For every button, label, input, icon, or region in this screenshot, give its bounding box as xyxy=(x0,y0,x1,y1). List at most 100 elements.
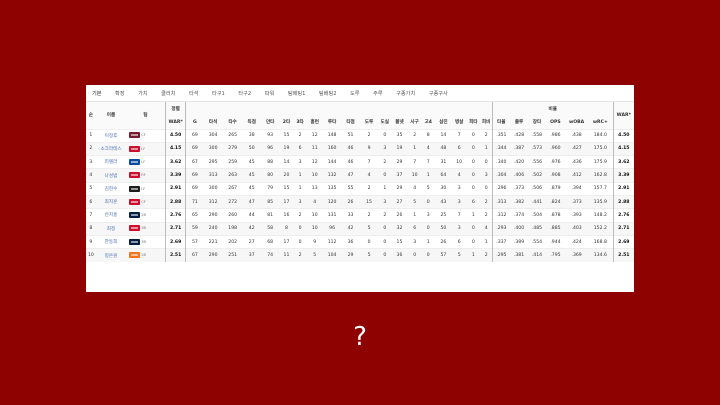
stat-cell: 38 xyxy=(242,128,261,143)
stat-cell: 0 xyxy=(466,141,481,156)
col-ratio-6[interactable]: wRC+ xyxy=(588,116,614,129)
col-stat-8[interactable]: 홈런 xyxy=(306,116,323,129)
col-stat-9[interactable]: 루타 xyxy=(322,116,342,129)
tab-8[interactable]: 파워 xyxy=(264,90,275,97)
col-war-end[interactable]: WAR* xyxy=(612,102,634,129)
stat-cell: 290 xyxy=(203,208,223,223)
col-stat-15[interactable]: 고4 xyxy=(421,116,435,129)
team-logo-icon xyxy=(129,145,141,152)
col-war[interactable]: WAR* xyxy=(164,116,187,129)
col-stat-10[interactable]: 타점 xyxy=(341,116,360,129)
col-ratio-3[interactable]: 장타 xyxy=(528,116,546,129)
col-ratio-2[interactable]: 출루 xyxy=(509,116,529,129)
col-stat-3[interactable]: 타수 xyxy=(222,116,243,129)
stat-cell: 2 xyxy=(378,208,392,223)
tab-11[interactable]: 도루 xyxy=(350,90,360,97)
player-name-link[interactable]: 최지훈 xyxy=(95,194,127,209)
col-stat-5[interactable]: 안타 xyxy=(260,116,280,129)
col-stat-1[interactable]: G xyxy=(185,116,204,129)
rank-cell: 10 xyxy=(86,248,96,262)
team-cell: 2B xyxy=(126,208,166,223)
table-row: 2 소크라테스 LF 4.15 69 300 279 50 96 19 6 11 160 46 9 3 19 1 4… xyxy=(86,141,634,156)
stat-cell: 59 xyxy=(185,221,204,236)
player-name-link[interactable]: 안치홍 xyxy=(95,208,127,223)
player-name-link[interactable]: 이정후 xyxy=(95,128,127,143)
player-name-link[interactable]: 최정 xyxy=(95,221,127,236)
rank-cell: 5 xyxy=(86,181,96,196)
stat-cell: 1 xyxy=(466,248,481,262)
col-stat-11[interactable]: 도루 xyxy=(359,116,379,129)
stat-cell: 57 xyxy=(185,234,204,249)
stat-cell: 6 xyxy=(293,141,307,156)
player-name-link[interactable]: 한동희 xyxy=(95,234,127,249)
tab-6[interactable]: 타구1 xyxy=(212,90,225,97)
tab-1[interactable]: 기본 xyxy=(92,90,102,97)
col-team[interactable]: 팀 xyxy=(126,102,166,129)
tab-3[interactable]: 가치 xyxy=(138,90,148,97)
stat-cell: 0 xyxy=(466,168,481,183)
stat-cell: 47 xyxy=(341,168,360,183)
col-stat-4[interactable]: 득점 xyxy=(242,116,261,129)
player-name-link[interactable]: 정은원 xyxy=(95,248,127,262)
stat-cell: 2 xyxy=(293,128,307,143)
rank-cell: 2 xyxy=(86,141,96,156)
tab-2[interactable]: 확장 xyxy=(115,90,125,97)
ratio-cell: .340 xyxy=(491,155,510,169)
tab-13[interactable]: 구종가치 xyxy=(396,90,416,97)
stat-cell: 295 xyxy=(203,155,223,169)
col-ratio-1[interactable]: 타율 xyxy=(491,116,510,129)
col-stat-14[interactable]: 사구 xyxy=(407,116,422,129)
stats-table: 순 이름 팀 정렬 비율 WAR* WAR* G 타석 타수 득점 안타 2타 3타 홈런 루타… xyxy=(86,102,634,262)
stat-cell: 80 xyxy=(260,168,280,183)
stat-cell: 260 xyxy=(222,208,243,223)
team-logo-icon xyxy=(129,185,141,192)
stat-cell: 12 xyxy=(306,128,323,143)
tab-14[interactable]: 구종구사 xyxy=(428,90,448,97)
ratio-cell: .986 xyxy=(545,128,566,143)
position-label: LF xyxy=(141,146,146,151)
ratio-cell: .427 xyxy=(565,141,589,156)
col-ratio-4[interactable]: OPS xyxy=(545,116,566,129)
ratio-cell: .908 xyxy=(545,168,566,183)
ratio-cell: .824 xyxy=(545,194,566,209)
col-stat-18[interactable]: 희타 xyxy=(466,116,481,129)
ratio-cell: .406 xyxy=(509,168,529,183)
col-stat-6[interactable]: 2타 xyxy=(279,116,294,129)
stat-cell: 32 xyxy=(391,221,408,236)
tab-5[interactable]: 타석 xyxy=(188,90,199,97)
col-stat-19[interactable]: 희비 xyxy=(480,116,493,129)
col-stat-7[interactable]: 3타 xyxy=(293,116,307,129)
stat-cell: 240 xyxy=(203,221,223,236)
team-cell: 3B xyxy=(126,234,166,249)
stat-cell: 144 xyxy=(322,155,342,169)
ratio-cell: .878 xyxy=(545,208,566,223)
col-name[interactable]: 이름 xyxy=(95,102,127,129)
ratio-cell: .485 xyxy=(528,221,546,236)
col-stat-17[interactable]: 병살 xyxy=(452,116,467,129)
ratio-cell: .504 xyxy=(528,208,546,223)
col-ratio-5[interactable]: wOBA xyxy=(565,116,589,129)
tab-10[interactable]: 팀배팅2 xyxy=(318,90,337,97)
ratio-cell: .944 xyxy=(545,234,566,249)
tab-12[interactable]: 주루 xyxy=(373,90,383,97)
col-stat-16[interactable]: 삼진 xyxy=(434,116,453,129)
col-stat-13[interactable]: 볼넷 xyxy=(391,116,408,129)
stat-cell: 37 xyxy=(391,168,408,183)
player-name-link[interactable]: 나성범 xyxy=(95,168,127,183)
stat-cell: 2 xyxy=(293,208,307,223)
stat-cell: 4 xyxy=(306,194,323,209)
player-name-link[interactable]: 김현수 xyxy=(95,181,127,196)
ratio-cell: .879 xyxy=(545,181,566,196)
ratio-cell: .381 xyxy=(509,248,529,262)
col-stat-2[interactable]: 타석 xyxy=(203,116,223,129)
stat-cell: 148 xyxy=(322,128,342,143)
tab-7[interactable]: 타구2 xyxy=(238,90,252,97)
tab-9[interactable]: 팀배팅1 xyxy=(287,90,306,97)
col-stat-12[interactable]: 도실 xyxy=(378,116,392,129)
ratio-cell: .412 xyxy=(565,168,589,183)
ratio-cell: .373 xyxy=(509,181,529,196)
player-name-link[interactable]: 피렐라 xyxy=(95,155,127,169)
stat-cell: 3 xyxy=(480,168,493,183)
player-name-link[interactable]: 소크라테스 xyxy=(95,141,127,156)
tab-4[interactable]: 클러치 xyxy=(161,90,176,97)
